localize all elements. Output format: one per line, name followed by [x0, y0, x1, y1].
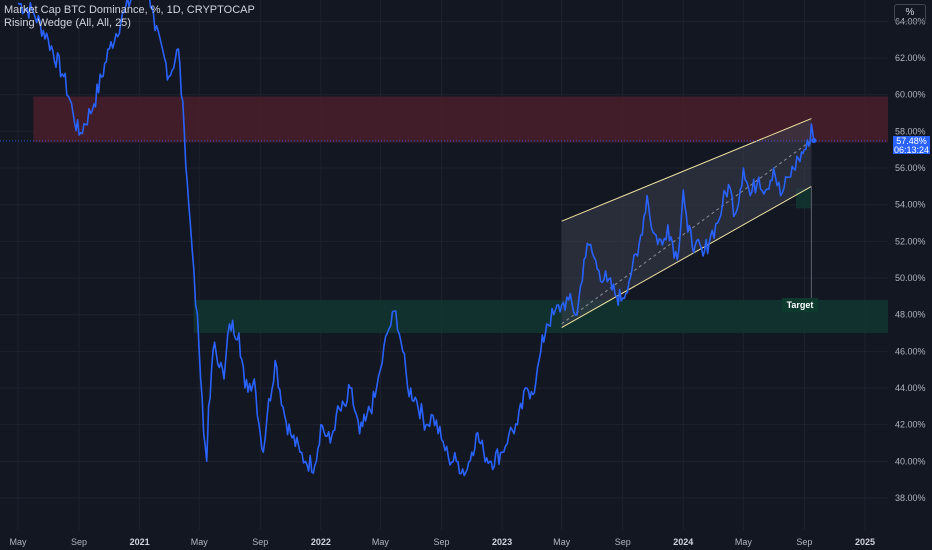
- last-price-value: 57.48%: [896, 136, 927, 146]
- x-tick-label: 2022: [311, 537, 331, 547]
- x-tick-label: Sep: [615, 537, 631, 547]
- zone-resistance: [33, 96, 888, 143]
- y-tick-label: 60.00%: [895, 90, 926, 100]
- series-line: [17, 0, 815, 477]
- indicator-label[interactable]: Rising Wedge (All, All, 25): [4, 17, 131, 29]
- chart-title: Market Cap BTC Dominance, %, 1D, CRYPTOC…: [4, 4, 255, 16]
- x-tick-label: May: [553, 537, 571, 547]
- unit-toggle-button[interactable]: %: [894, 4, 926, 22]
- x-tick-label: 2023: [492, 537, 512, 547]
- y-tick-label: 42.00%: [895, 420, 926, 430]
- wedge-upper-line: [561, 118, 812, 222]
- x-tick-label: Sep: [252, 537, 268, 547]
- x-tick-label: May: [735, 537, 753, 547]
- zones-layer: [33, 96, 888, 334]
- y-tick-label: 44.00%: [895, 383, 926, 393]
- x-tick-label: 2025: [855, 537, 875, 547]
- series-layer: [0, 0, 888, 477]
- y-tick-label: 54.00%: [895, 200, 926, 210]
- y-tick-label: 58.00%: [895, 126, 926, 136]
- x-tick-label: 2021: [130, 537, 150, 547]
- y-tick-label: 46.00%: [895, 346, 926, 356]
- y-axis: 38.00% 40.00% 42.00% 44.00% 46.00% 48.00% 50.0…: [895, 16, 926, 503]
- target-label: Target: [782, 298, 818, 312]
- x-tick-label: 2024: [673, 537, 693, 547]
- x-tick-label: Sep: [796, 537, 812, 547]
- y-tick-label: 40.00%: [895, 456, 926, 466]
- zone-support: [193, 300, 888, 334]
- x-tick-label: May: [9, 537, 27, 547]
- last-price-badge: 57.48% 06:13:24: [893, 136, 930, 155]
- wedge-lower-line: [561, 185, 812, 328]
- x-axis: May Sep 2021 May Sep 2022 May Sep 2023 May Sep 2024…: [9, 537, 875, 547]
- y-tick-label: 56.00%: [895, 163, 926, 173]
- y-tick-label: 52.00%: [895, 236, 926, 246]
- y-tick-label: 62.00%: [895, 53, 926, 63]
- x-tick-label: May: [191, 537, 209, 547]
- y-tick-label: 50.00%: [895, 273, 926, 283]
- x-tick-label: May: [372, 537, 390, 547]
- x-tick-label: Sep: [433, 537, 449, 547]
- last-value-dot: [811, 138, 817, 144]
- y-tick-label: 38.00%: [895, 493, 926, 503]
- wedge-mid-line: [561, 140, 812, 325]
- bar-countdown: 06:13:24: [893, 145, 930, 155]
- chart-grid: [0, 0, 888, 530]
- x-tick-label: Sep: [71, 537, 87, 547]
- y-tick-label: 48.00%: [895, 310, 926, 320]
